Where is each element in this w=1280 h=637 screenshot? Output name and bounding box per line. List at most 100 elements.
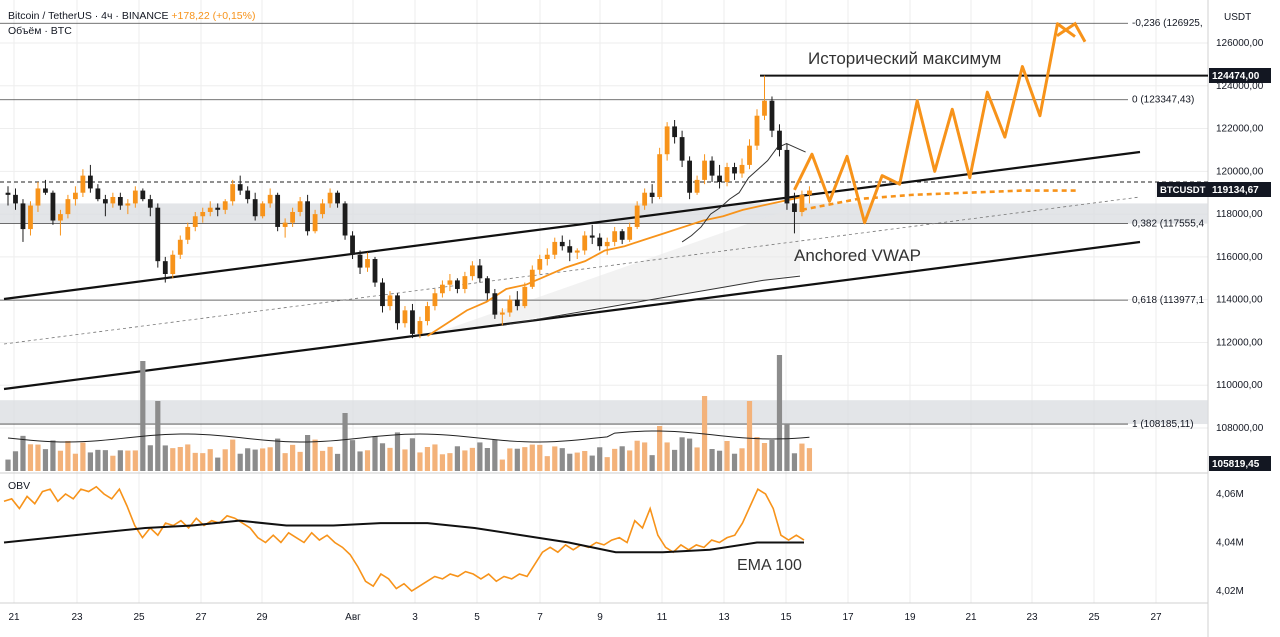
candle-body — [709, 160, 715, 176]
volume-bar — [237, 453, 243, 471]
obv-tick-label: 4,02M — [1216, 586, 1244, 597]
candle-body — [267, 194, 273, 204]
price-tick-label: 118000,00 — [1216, 209, 1263, 220]
candle-body — [110, 197, 116, 204]
currency-label: USDT — [1224, 12, 1251, 23]
volume-bar — [694, 447, 700, 471]
volume-bar — [12, 451, 19, 471]
volume-bar — [379, 443, 386, 471]
time-tick-label: 3 — [412, 612, 418, 623]
candle-body — [87, 175, 93, 189]
candle-body — [170, 254, 176, 274]
candle-body — [305, 201, 310, 232]
candle-body — [447, 280, 453, 285]
ath-annotation: Исторический максимум — [808, 49, 1001, 68]
grid — [0, 0, 1209, 637]
volume-bar — [305, 435, 311, 471]
candle-body — [28, 205, 33, 230]
volume-bar — [716, 450, 723, 471]
price-tick-label: 112000,00 — [1216, 337, 1263, 348]
candle-body — [335, 192, 340, 204]
price-tick-label: 124000,00 — [1216, 81, 1264, 92]
svg-text:119134,67: 119134,67 — [1212, 185, 1259, 196]
price-tick-label: 116000,00 — [1216, 252, 1263, 263]
candle-body — [552, 241, 558, 255]
volume-bar — [349, 440, 356, 471]
candle-body — [297, 201, 303, 212]
candle-body — [237, 184, 243, 191]
volume-bar — [619, 446, 625, 471]
vwap-forecast-line — [801, 189, 1077, 212]
volume-bar — [267, 447, 273, 471]
candle-body — [372, 259, 378, 283]
candle-body — [245, 190, 251, 200]
ema-annotation: EMA 100 — [737, 557, 802, 574]
candle-body — [215, 207, 221, 210]
volume-bar — [27, 444, 34, 471]
candle-body — [499, 312, 505, 315]
volume-bar — [552, 446, 558, 471]
candle-body — [582, 235, 588, 251]
candle-body — [469, 265, 475, 277]
candle-body — [402, 310, 408, 324]
forecast-path — [793, 21, 1087, 225]
volume-bar — [806, 448, 813, 471]
candle-body — [642, 192, 648, 206]
volume-bar — [799, 443, 805, 471]
candle-body — [117, 197, 123, 206]
time-tick-label: 23 — [71, 612, 83, 623]
fib-label: 0,382 (117555,4 — [1132, 219, 1205, 230]
volume-bar — [402, 449, 408, 471]
volume-bar — [686, 438, 693, 471]
candle-body — [13, 194, 18, 204]
candle-body — [35, 188, 41, 206]
candle-body — [20, 203, 26, 230]
candle-body — [252, 199, 258, 217]
volume-bar — [634, 440, 640, 471]
candle-body — [192, 216, 198, 227]
volume-bar — [469, 447, 475, 471]
candle-body — [275, 194, 281, 227]
candle-body — [410, 310, 415, 334]
candle-body — [387, 295, 393, 307]
axes: 126000,00 124000,00 122000,00 120000,00 1180… — [8, 38, 1263, 623]
candle-body — [529, 269, 535, 287]
candle-body — [327, 192, 333, 204]
obv-line — [3, 485, 805, 593]
volume-bar — [447, 453, 453, 471]
candle-body — [125, 203, 131, 206]
candle-body — [574, 250, 580, 253]
price-tick-label: 108000,00 — [1216, 423, 1264, 434]
candle-body — [65, 199, 71, 215]
candle-body — [777, 130, 782, 150]
candle-body — [132, 190, 138, 204]
volume-bar — [117, 450, 123, 471]
candle-body — [762, 100, 767, 116]
time-tick-label: Авг — [345, 612, 361, 623]
candle-body — [792, 203, 797, 212]
candle-body — [73, 192, 78, 200]
candle-body — [702, 160, 707, 180]
volume-bar — [604, 457, 610, 471]
channel-upper — [3, 150, 1141, 301]
volume-ma — [7, 430, 810, 443]
volume-bar — [582, 451, 588, 471]
volume-bar — [57, 450, 64, 471]
volume-bar — [424, 447, 431, 471]
candle-body — [807, 190, 812, 195]
volume-bar — [612, 448, 618, 471]
volume-bar — [597, 447, 603, 471]
volume-bar — [567, 453, 573, 471]
volume-bar — [252, 449, 258, 471]
volume-bar — [334, 453, 341, 471]
candle-body — [567, 246, 573, 253]
volume-bar — [20, 435, 26, 471]
volume-bar — [50, 440, 56, 471]
candle-body — [440, 284, 445, 294]
time-tick-label: 11 — [657, 612, 668, 623]
time-tick-label: 23 — [1026, 612, 1038, 623]
candle-body — [694, 179, 700, 193]
volume-bar — [319, 450, 326, 471]
